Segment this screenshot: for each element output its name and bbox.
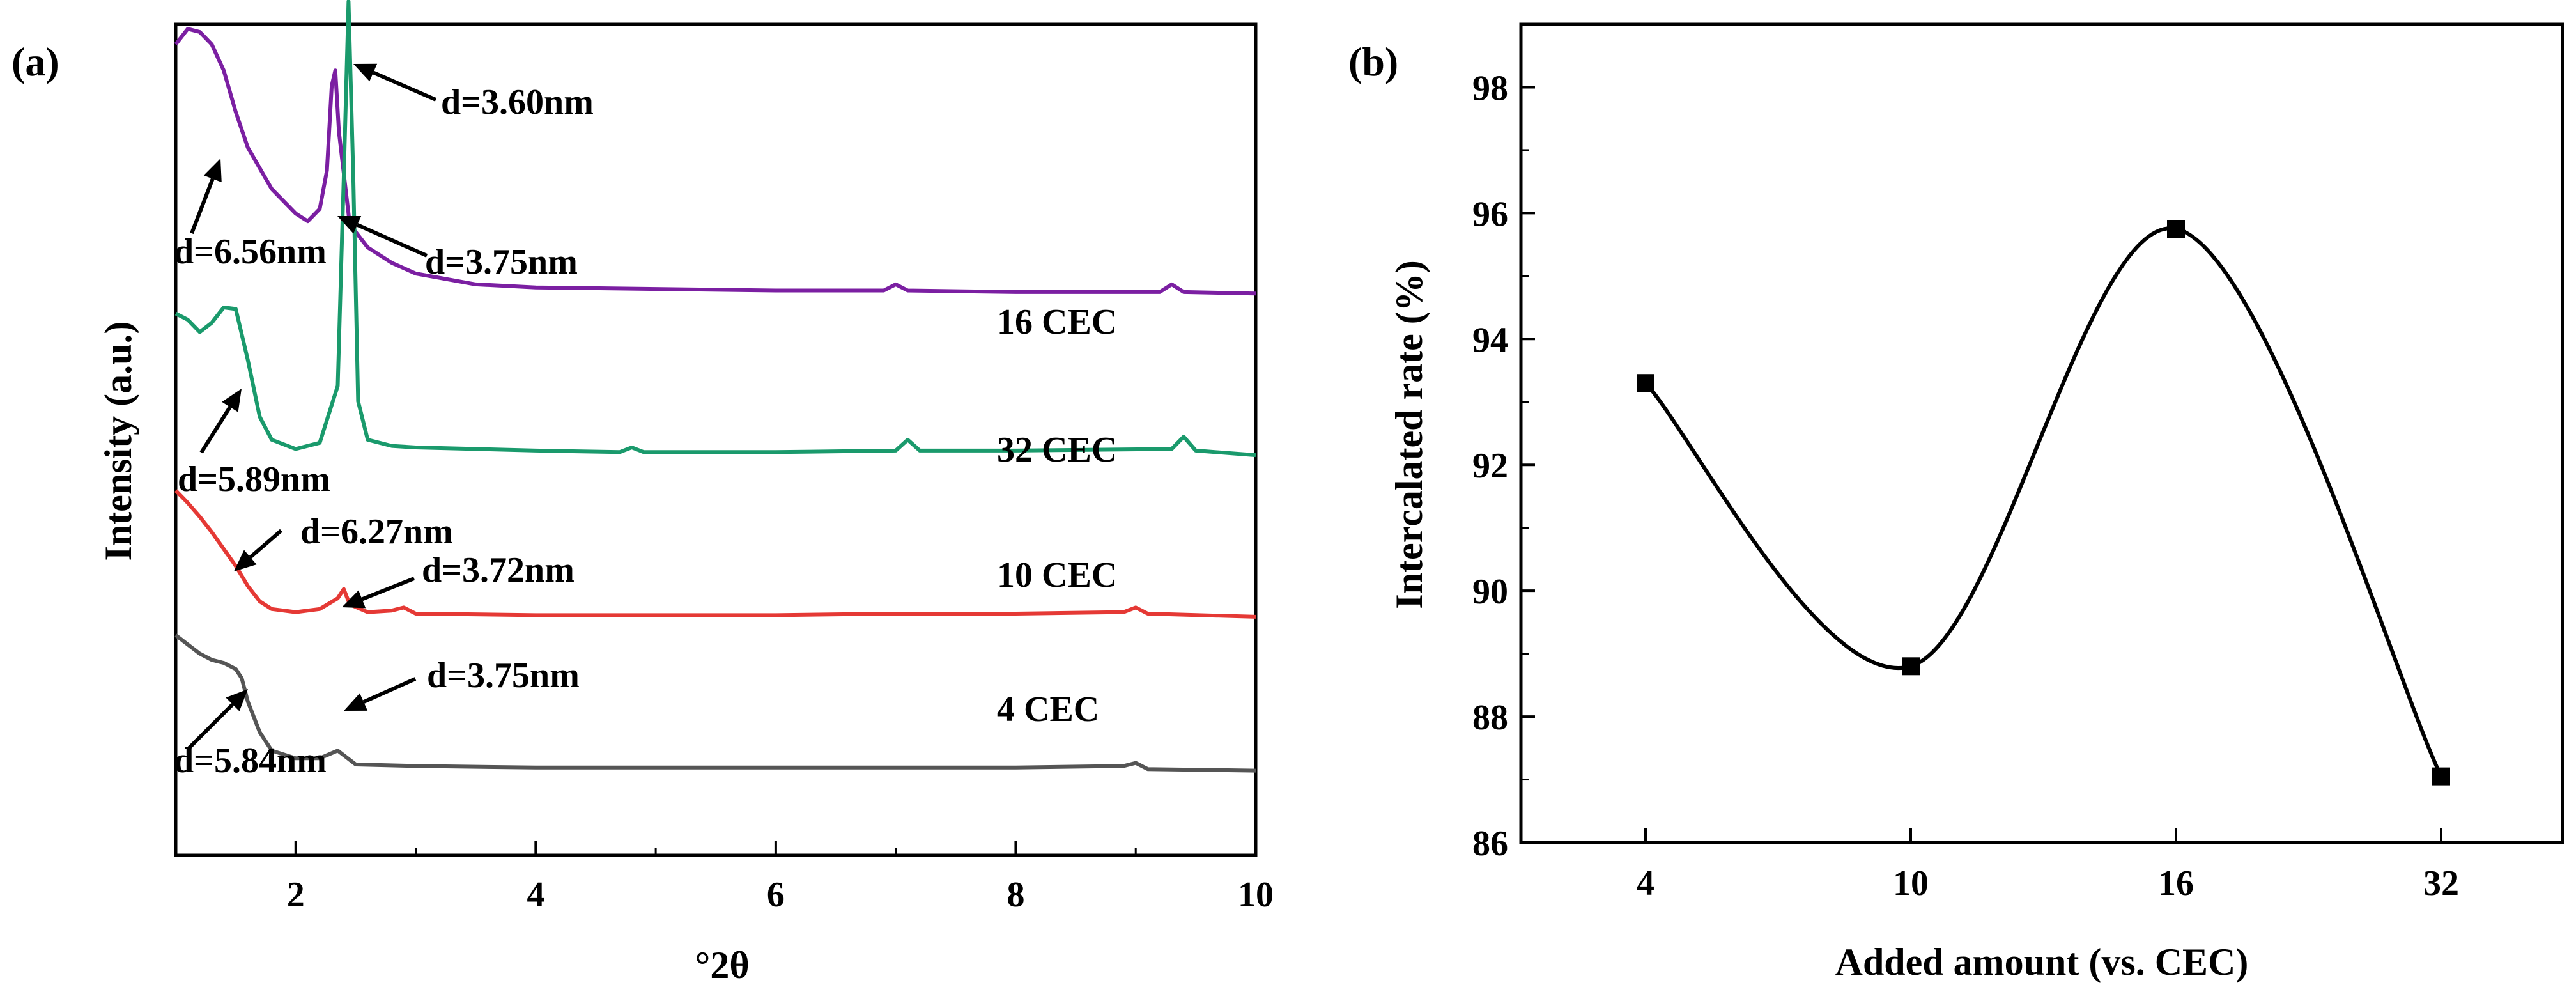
series-line-4-cec xyxy=(174,633,1256,773)
annotation-arrow-shaft xyxy=(199,406,232,454)
panel-b-point-4 xyxy=(1637,374,1654,392)
panel-b-y-tick-label: 92 xyxy=(1472,446,1508,486)
panel-b-point-10 xyxy=(1902,657,1920,676)
panel-b-markers xyxy=(1637,220,2450,786)
annotation-arrow-shaft xyxy=(356,223,428,258)
panel-b-point-16 xyxy=(2167,220,2185,238)
annotation-label: d=5.84nm xyxy=(174,741,327,780)
annotation-label: d=6.27nm xyxy=(300,512,453,552)
panel-b-curve xyxy=(1644,226,2443,777)
panel-b-x-tick-label: 4 xyxy=(1637,864,1654,903)
panel-a-plot-frame xyxy=(174,22,1258,857)
panel-b-trend-curve xyxy=(1644,226,2443,777)
annotation-arrow-head xyxy=(234,550,257,571)
annotation-label: d=3.72nm xyxy=(422,550,575,590)
annotation-arrow-head xyxy=(342,590,366,609)
panel-a-x-tick-label: 2 xyxy=(287,875,305,915)
annotation-arrow-shaft xyxy=(187,702,235,750)
annotation-arrow-shaft xyxy=(190,178,215,235)
annotation-arrow-head xyxy=(226,689,248,711)
annotation-label: d=5.89nm xyxy=(178,460,330,499)
annotation-arrow-head xyxy=(353,63,378,82)
panel-b-point-32 xyxy=(2432,767,2450,786)
series-label-10-cec: 10 CEC xyxy=(997,555,1117,595)
panel-a-x-axis-title: °2θ xyxy=(695,944,749,986)
panel-b-plot-frame xyxy=(1519,22,2564,844)
panel-b-ticks: 86 88 90 92 94 96 98 4 10 16 32 xyxy=(1472,68,2459,903)
annotation-label: d=6.56nm xyxy=(174,232,327,272)
panel-b-y-tick-label: 90 xyxy=(1472,572,1508,612)
panel-a-label: (a) xyxy=(12,39,59,84)
series-label-16-cec: 16 CEC xyxy=(997,302,1117,342)
annotation-arrow-shaft xyxy=(249,529,282,559)
annotation-label: d=3.60nm xyxy=(441,82,594,122)
annotation-arrow-shaft xyxy=(362,677,417,704)
series-line-10-cec xyxy=(174,489,1256,619)
annotation-arrow-head xyxy=(222,389,242,412)
panel-b-y-tick-label: 96 xyxy=(1472,194,1508,234)
series-line-32-cec xyxy=(174,0,1256,458)
panel-b-x-tick-label: 32 xyxy=(2423,864,2459,903)
panel-b-y-tick-label: 98 xyxy=(1472,68,1508,108)
series-label-32-cec: 32 CEC xyxy=(997,430,1117,470)
panel-a-x-tick-label: 4 xyxy=(527,875,544,915)
panel-b-y-axis-title: Intercalated rate (%) xyxy=(1388,260,1430,609)
panel-a-x-tick-label: 10 xyxy=(1238,875,1274,915)
panel-a-series-labels: 16 CEC 32 CEC 10 CEC 4 CEC xyxy=(997,302,1117,729)
annotation-arrow-shaft xyxy=(361,577,415,601)
panel-b-x-tick-label: 16 xyxy=(2158,864,2194,903)
panel-b: (b) 86 88 90 92 94 96 98 4 10 16 32 Added amount (… xyxy=(1348,22,2564,983)
panel-a: (a) 2 4 6 8 10 d=3.60nm d=6.56nm d=3.75nm d=5.8… xyxy=(12,0,1274,986)
series-line-16-cec xyxy=(174,27,1256,296)
annotation-label: d=3.75nm xyxy=(427,656,580,695)
panel-a-x-tick-label: 8 xyxy=(1006,875,1024,915)
panel-b-label: (b) xyxy=(1348,39,1398,84)
panel-b-x-tick-label: 10 xyxy=(1893,864,1929,903)
panel-a-x-tick-label: 6 xyxy=(767,875,785,915)
panel-a-x-ticks: 2 4 6 8 10 xyxy=(174,841,1274,915)
panel-b-y-tick-label: 88 xyxy=(1472,698,1508,738)
panel-a-y-axis-title: Intensity (a.u.) xyxy=(97,321,139,561)
panel-a-series xyxy=(174,0,1256,773)
series-label-4-cec: 4 CEC xyxy=(997,690,1099,729)
panel-b-y-tick-label: 86 xyxy=(1472,824,1508,864)
annotation-arrow-head xyxy=(344,693,368,711)
annotation-label: d=3.75nm xyxy=(425,242,578,282)
panel-b-y-tick-label: 94 xyxy=(1472,320,1508,360)
panel-a-annotations: d=3.60nm d=6.56nm d=3.75nm d=5.89nm d=6.27nm… xyxy=(174,63,594,780)
annotation-arrow-head xyxy=(203,159,222,183)
panel-b-x-axis-title: Added amount (vs. CEC) xyxy=(1835,941,2249,983)
annotation-arrow-shaft xyxy=(372,70,437,102)
annotation-arrow-head xyxy=(337,216,362,234)
